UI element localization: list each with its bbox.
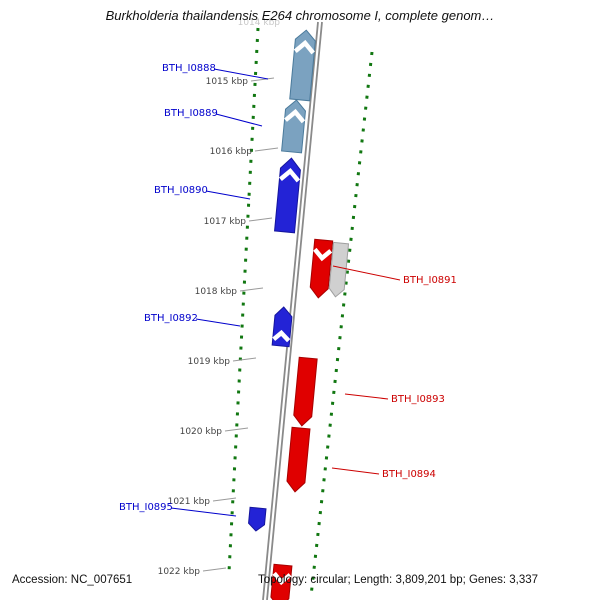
ruler-tick (248, 217, 273, 222)
ruler: 1014 kbp 1015 kbp 1016 kbp 1017 kbp 1018… (158, 18, 281, 577)
gene-leader-line (215, 113, 263, 127)
gene-label-bth-i0889[interactable]: BTH_I0889 (164, 108, 218, 119)
gene-leader-line (344, 393, 389, 400)
gene-label-bth-i0888[interactable]: BTH_I0888 (162, 63, 216, 74)
gene-arrow-unlabeled[interactable] (328, 241, 350, 298)
gene-leader-line (195, 318, 241, 327)
ruler-tick-label: 1020 kbp (180, 427, 223, 437)
gene-leader-line (205, 190, 251, 200)
gene-leader-line (331, 467, 380, 475)
ruler-tick (212, 497, 237, 502)
strand-chevron-icon (272, 329, 291, 343)
ruler-tick-label: 1015 kbp (206, 77, 249, 87)
chromosome-backbone (262, 21, 323, 600)
gene-label-bth-i0893[interactable]: BTH_I0893 (391, 394, 445, 405)
gene-arrow-bth-i0889[interactable] (281, 99, 307, 154)
track-dots-right (309, 51, 374, 597)
footer-accession: Accession: NC_007651 (12, 574, 132, 586)
ruler-tick (239, 287, 264, 292)
ruler-tick-label: 1016 kbp (210, 147, 253, 157)
gene-arrow-shape[interactable] (328, 241, 350, 298)
strand-chevron-icon (279, 167, 301, 183)
gene-arrow-bth-i0891[interactable] (309, 238, 334, 299)
ruler-tick (232, 357, 257, 362)
gene-arrow-bth-i0890[interactable] (274, 157, 302, 234)
ruler-tick-label: 1022 kbp (158, 567, 201, 577)
ruler-tick (254, 147, 279, 152)
ruler-tick-label: 1018 kbp (195, 287, 238, 297)
gene-label-bth-i0890[interactable]: BTH_I0890 (154, 185, 208, 196)
gene-arrow-bth-i0888[interactable] (289, 29, 316, 102)
ruler-tick (250, 77, 275, 82)
gene-arrow-shape[interactable] (309, 238, 334, 299)
gene-leader-lines (170, 68, 401, 517)
track-dots-left (227, 27, 260, 573)
gene-label-bth-i0892[interactable]: BTH_I0892 (144, 313, 198, 324)
strand-chevron-icon (313, 247, 333, 262)
gene-arrow-shape[interactable] (293, 356, 318, 427)
footer-summary: Topology: circular; Length: 3,809,201 bp… (258, 574, 538, 586)
ruler-tick-label-faint: 1014 kbp (238, 18, 281, 28)
gene-arrow-shape[interactable] (274, 157, 302, 234)
ruler-tick-label: 1017 kbp (204, 217, 247, 227)
strand-chevron-icon (272, 571, 292, 586)
gene-leader-line (170, 507, 237, 517)
gene-arrow-shape[interactable] (248, 506, 267, 532)
strand-chevron-icon (293, 39, 315, 55)
gene-label-bth-i0895[interactable]: BTH_I0895 (119, 502, 173, 513)
gene-label-bth-i0891[interactable]: BTH_I0891 (403, 275, 457, 286)
gene-arrow-shape[interactable] (286, 426, 311, 493)
ruler-tick (224, 427, 249, 432)
gene-arrow-partial-bottom[interactable] (270, 563, 293, 600)
gene-arrow-bth-i0893[interactable] (293, 356, 318, 427)
gene-leader-line (213, 68, 269, 80)
gene-arrow-bth-i0895[interactable] (248, 506, 267, 532)
gene-leader-line (332, 265, 401, 281)
gene-arrow-bth-i0892[interactable] (271, 306, 293, 348)
ruler-tick (202, 567, 227, 572)
strand-chevron-icon (284, 108, 306, 124)
page-title: Burkholderia thailandensis E264 chromoso… (106, 8, 495, 23)
ruler-tick-label: 1021 kbp (168, 497, 211, 507)
gene-arrow-bth-i0894[interactable] (286, 426, 311, 493)
gene-arrow-shape[interactable] (281, 99, 307, 154)
ruler-tick-label: 1019 kbp (188, 357, 231, 367)
gene-label-bth-i0894[interactable]: BTH_I0894 (382, 469, 436, 480)
